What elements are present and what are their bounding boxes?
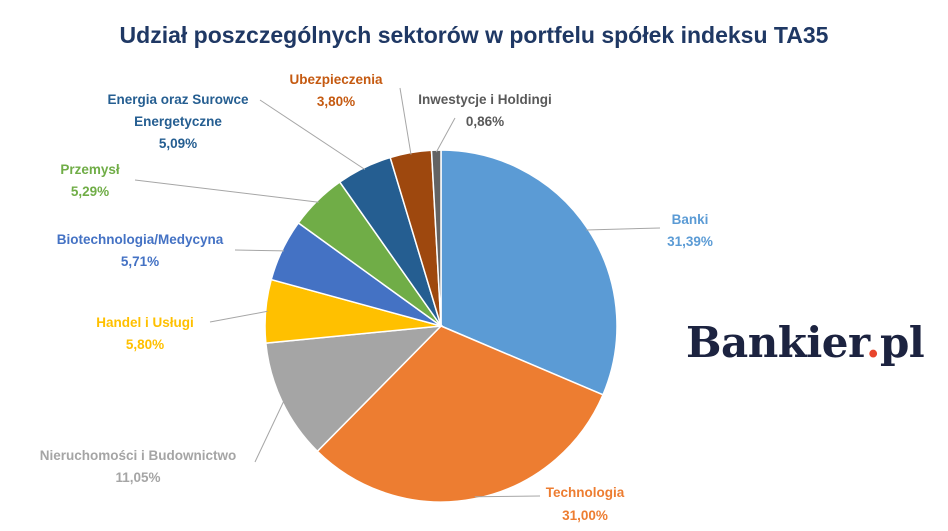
chart-title: Udział poszczególnych sektorów w portfel… <box>119 22 829 48</box>
leader-line-6 <box>134 179 319 203</box>
slice-label-8: Ubezpieczenia <box>289 72 383 87</box>
slice-value-2: 31,00% <box>562 508 608 523</box>
slice-label-6: Przemysł <box>60 162 120 177</box>
logo-main: Bankier <box>686 318 866 367</box>
slice-label-7-line-2: Energetyczne <box>134 114 222 129</box>
slice-label-4: Handel i Usługi <box>96 315 194 330</box>
slice-value-4: 5,80% <box>126 337 164 352</box>
slice-value-1: 31,39% <box>667 234 713 249</box>
pie-slices <box>264 149 618 503</box>
slice-value-3: 11,05% <box>115 470 160 485</box>
slice-value-9: 0,86% <box>466 114 504 129</box>
slice-label-9: Inwestycje i Holdingi <box>418 92 552 107</box>
logo-suffix: pl <box>879 318 925 367</box>
slice-label-7-line-1: Energia oraz Surowce <box>107 92 249 107</box>
slice-value-5: 5,71% <box>121 254 159 269</box>
slice-value-8: 3,80% <box>317 94 355 109</box>
slice-value-7: 5,09% <box>159 136 197 151</box>
leader-line-9 <box>435 117 456 153</box>
leader-line-4 <box>209 310 268 323</box>
leader-line-5 <box>234 249 285 252</box>
logo-dot: . <box>865 318 881 367</box>
leader-line-8 <box>399 87 412 155</box>
pie-slice-9 <box>430 149 442 327</box>
slice-label-2: Technologia <box>546 485 625 500</box>
pie-slice-1 <box>440 149 618 396</box>
slice-label-5: Biotechnologia/Medycyna <box>57 232 224 247</box>
slice-label-3: Nieruchomości i Budownictwo <box>40 448 237 463</box>
leader-line-1 <box>586 227 661 231</box>
pie-slice-2 <box>316 325 604 503</box>
leader-line-7 <box>259 99 366 170</box>
leader-line-2 <box>474 495 541 498</box>
leader-line-3 <box>254 400 285 463</box>
leader-lines <box>134 87 661 498</box>
pie-slice-3 <box>265 325 443 453</box>
bankier-logo: Bankier.pl <box>686 318 925 367</box>
slice-label-1: Banki <box>672 212 709 227</box>
slice-labels: Banki 31,39% Technologia 31,00% Nieruchomośc… <box>40 72 713 523</box>
slice-value-6: 5,29% <box>71 184 109 199</box>
